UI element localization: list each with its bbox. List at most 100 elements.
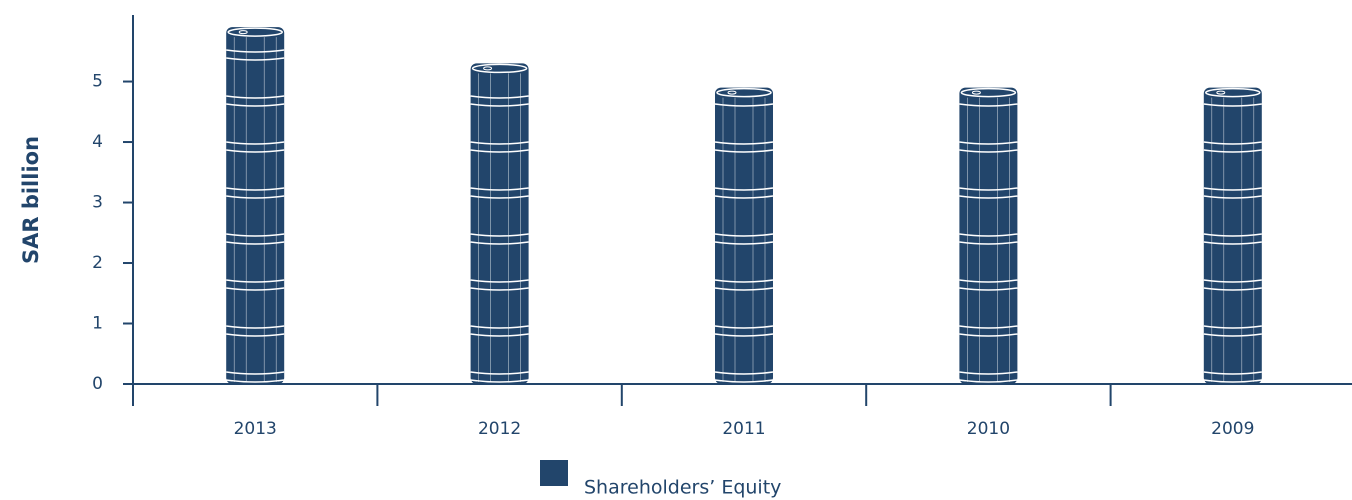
barrel-hoop [226,103,285,107]
barrel-lid [716,87,772,98]
barrel-hoop [714,233,774,237]
barrel-hoop [470,149,529,153]
barrel-cap [971,90,981,95]
barrel-hoop [959,287,1018,291]
barrel [1203,87,1262,385]
barrel-hoop [714,149,774,153]
barrel-hoop [226,233,285,237]
barrel-lid [1205,87,1261,98]
y-axis-label: SAR billion [19,136,43,264]
barrel-hoop [226,49,285,53]
barrel-hoop [1203,333,1262,337]
legend-swatch [540,460,568,486]
barrel-hoop [470,103,529,107]
barrel-hoop [1203,141,1262,145]
barrel-hoop [959,333,1018,337]
barrel-hoop [714,187,774,191]
barrel-hoop [959,325,1018,329]
barrel-hoop [470,333,529,337]
barrel-hoop [470,325,529,329]
x-tick-label: 2013 [234,419,277,439]
barrel-hoop [714,241,774,245]
barrel-lid [960,87,1017,98]
y-tick-label: 4 [92,132,103,152]
barrel-hoop [1203,279,1262,283]
barrel-hoop [1203,325,1262,329]
barrel-hoop [470,279,529,283]
bar [226,27,285,385]
barrel-hoop [1203,103,1262,107]
barrel-hoop [1203,233,1262,237]
barrel-hoop [714,103,774,107]
barrel-hoop [226,187,285,191]
barrel-hoop [714,371,774,375]
legend-label: Shareholders’ Equity [584,477,781,499]
barrel-hoop [226,241,285,245]
barrel-hoop [470,195,529,199]
barrel-hoop [226,287,285,291]
barrel-lid [227,27,283,37]
barrel [470,63,529,385]
barrel-hoop [959,371,1018,375]
barrel [959,87,1018,385]
barrel-hoop [470,287,529,291]
barrel-hoop [959,195,1018,199]
barrel-hoop [959,241,1018,245]
barrel-hoop [959,149,1018,153]
barrel-hoop [226,371,285,375]
barrel-hoop [1203,149,1262,153]
barrel-hoop [226,95,285,99]
barrel-hoop [470,379,529,383]
barrel-hoop [959,233,1018,237]
x-tick-label: 2010 [967,419,1010,439]
barrel-hoop [714,279,774,283]
barrel-hoop [1203,195,1262,199]
barrel-hoop [959,379,1018,383]
barrel-hoop [226,279,285,283]
barrel-hoop [959,187,1018,191]
barrel [714,87,774,385]
barrel-hoop [226,141,285,145]
y-tick-label: 5 [92,72,103,92]
barrel-hoop [470,233,529,237]
barrel-hoop [470,187,529,191]
barrel-hoop [226,379,285,383]
x-tick-label: 2011 [722,419,765,439]
barrel-hoop [226,333,285,337]
barrel-cap [1216,90,1226,95]
barrel-hoop [714,287,774,291]
barrel-hoop [1203,241,1262,245]
barrel-hoop [1203,371,1262,375]
barrel-lid [471,63,528,74]
x-tick-label: 2012 [478,419,521,439]
barrel-hoop [714,195,774,199]
barrel-hoop [959,279,1018,283]
barrel-cap [727,90,737,95]
barrel-hoop [714,379,774,383]
barrel [226,27,285,385]
barrel-hoop [470,95,529,99]
barrel-hoop [226,195,285,199]
barrel-hoop [470,141,529,145]
barrel-hoop [470,241,529,245]
barrel-hoop [714,141,774,145]
barrel-hoop [1203,187,1262,191]
barrel-cap [483,66,493,71]
barrel-hoop [959,103,1018,107]
barrel-hoop [959,141,1018,145]
barrel-hoop [226,57,285,61]
barrel-hoop [714,333,774,337]
y-tick-label: 0 [92,374,103,394]
barrel-hoop [1203,379,1262,383]
y-tick-label: 3 [92,193,103,213]
barrel-hoop [226,325,285,329]
y-tick-label: 2 [92,253,103,273]
barrel-hoop [714,325,774,329]
barrel-hoop [226,149,285,153]
barrel-hoop [1203,287,1262,291]
barrel-cap [238,30,248,35]
barrel-hoop [470,371,529,375]
y-tick-label: 1 [92,314,103,334]
x-tick-label: 2009 [1211,419,1254,439]
